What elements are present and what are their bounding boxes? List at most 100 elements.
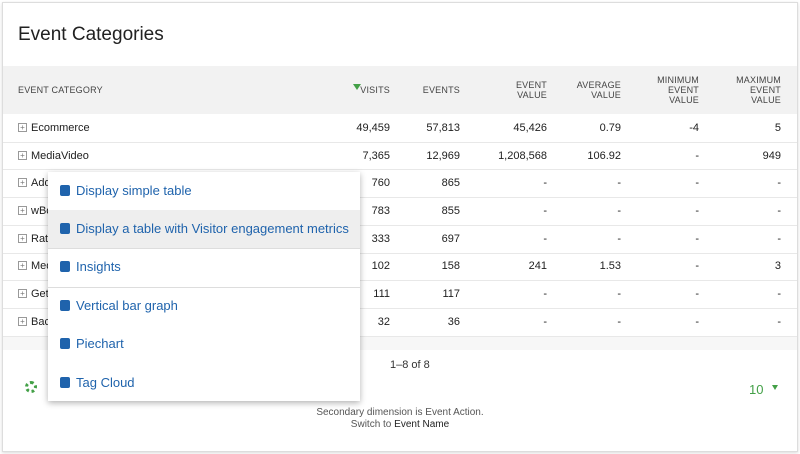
cell: - [777, 315, 781, 328]
cell: 102 [371, 260, 390, 273]
cell: 333 [371, 232, 390, 245]
cell: 1,208,568 [498, 149, 547, 162]
row-label[interactable]: Bac [31, 315, 50, 328]
row-expand-icon[interactable]: + [18, 289, 27, 299]
menu-label[interactable]: Display a table with Visitor engagement … [76, 221, 349, 236]
cell: 855 [441, 204, 460, 217]
menu-label[interactable]: Insights [76, 259, 121, 274]
menu-item[interactable]: Tag Cloud [48, 364, 360, 402]
row-separator [3, 307, 797, 309]
cell: - [695, 149, 699, 162]
cell: - [777, 177, 781, 190]
pagination-range: 1–8 of 8 [390, 359, 430, 371]
menu-item[interactable]: Piechart [48, 325, 360, 363]
row-expand-icon[interactable]: + [18, 233, 27, 243]
menu-icon [60, 300, 70, 311]
menu-label[interactable]: Vertical bar graph [76, 298, 178, 313]
column-header: EVENT [749, 85, 781, 95]
menu-label[interactable]: Tag Cloud [76, 375, 135, 390]
limit-select[interactable]: 10 [749, 382, 764, 397]
cell: 36 [447, 315, 460, 328]
cell: 865 [441, 177, 460, 190]
cell: 45,426 [513, 121, 547, 134]
menu-icon [60, 223, 70, 234]
cell: 117 [442, 288, 460, 301]
row-label[interactable]: Med [31, 260, 53, 273]
cell: - [777, 288, 781, 301]
cell: - [543, 315, 547, 328]
dimension-note: Secondary dimension is Event Action. [316, 407, 484, 418]
cell: 949 [762, 149, 781, 162]
cell: 5 [774, 121, 781, 134]
row-label[interactable]: Get [31, 288, 49, 301]
menu-label[interactable]: Display simple table [76, 183, 192, 198]
row-label[interactable]: Ecommerce [31, 121, 90, 134]
row-separator [3, 169, 797, 171]
row-expand-icon[interactable]: + [18, 150, 27, 160]
cell: - [695, 177, 699, 190]
cell: - [543, 288, 547, 301]
menu-icon [60, 377, 70, 388]
column-header: VALUE [751, 95, 781, 105]
row-expand-icon[interactable]: + [18, 261, 27, 271]
switch-line: Switch to Event Name [0, 419, 800, 430]
cell: - [617, 204, 621, 217]
column-header: VALUE [591, 90, 621, 100]
cell: - [695, 315, 699, 328]
row-label[interactable]: MediaVideo [31, 149, 89, 162]
cell: 49,459 [356, 121, 390, 134]
menu-item[interactable]: Display a table with Visitor engagement … [48, 210, 360, 248]
menu-separator [48, 248, 360, 249]
menu-icon [60, 338, 70, 349]
menu-icon [60, 261, 70, 272]
column-header[interactable]: VISITS [360, 85, 390, 95]
row-label[interactable]: Rat [31, 232, 49, 245]
row-separator [3, 224, 797, 226]
menu-label[interactable]: Piechart [76, 336, 124, 351]
switch-link[interactable]: Event Name [394, 419, 450, 430]
cell: 1.53 [599, 260, 621, 273]
cell: - [777, 204, 781, 217]
cell: - [695, 232, 699, 245]
settings-icon[interactable] [25, 381, 37, 393]
row-separator [3, 280, 797, 282]
row-label[interactable]: wBo [31, 204, 53, 217]
cell: - [695, 288, 699, 301]
row-label[interactable]: Add [31, 177, 51, 190]
row-expand-icon[interactable]: + [18, 316, 27, 326]
cell: 12,969 [426, 149, 460, 162]
column-header: VALUE [669, 95, 699, 105]
column-header: EVENT CATEGORY [18, 85, 103, 95]
row-separator [3, 197, 797, 199]
cell: - [617, 315, 621, 328]
sort-icon[interactable] [353, 84, 361, 90]
column-header: EVENTS [422, 85, 460, 95]
column-header: EVENT [515, 80, 547, 90]
cell: -4 [689, 121, 699, 134]
cell: - [617, 232, 621, 245]
cell: - [695, 204, 699, 217]
cell: 0.79 [599, 121, 621, 134]
visualization-menu: Display simple table Display a table with… [48, 172, 360, 401]
cell: 697 [441, 232, 460, 245]
menu-item[interactable]: Display simple table [48, 172, 360, 210]
limit-caret[interactable] [772, 385, 778, 390]
cell: 106.92 [587, 149, 621, 162]
row-expand-icon[interactable]: + [18, 122, 27, 132]
title: Event Categories [18, 24, 164, 45]
row-separator [3, 252, 797, 254]
menu-item[interactable]: Insights [48, 248, 360, 286]
cell: - [543, 232, 547, 245]
switch-prefix: Switch to [350, 419, 392, 430]
menu-item[interactable]: Vertical bar graph [48, 287, 360, 325]
cell: - [543, 177, 547, 190]
cell: - [695, 260, 699, 273]
row-expand-icon[interactable]: + [18, 205, 27, 215]
row-expand-icon[interactable]: + [18, 178, 27, 188]
cell: 111 [373, 288, 390, 301]
column-header: MAXIMUM [736, 75, 781, 85]
cell: 7,365 [362, 149, 390, 162]
column-header: VALUE [517, 90, 547, 100]
